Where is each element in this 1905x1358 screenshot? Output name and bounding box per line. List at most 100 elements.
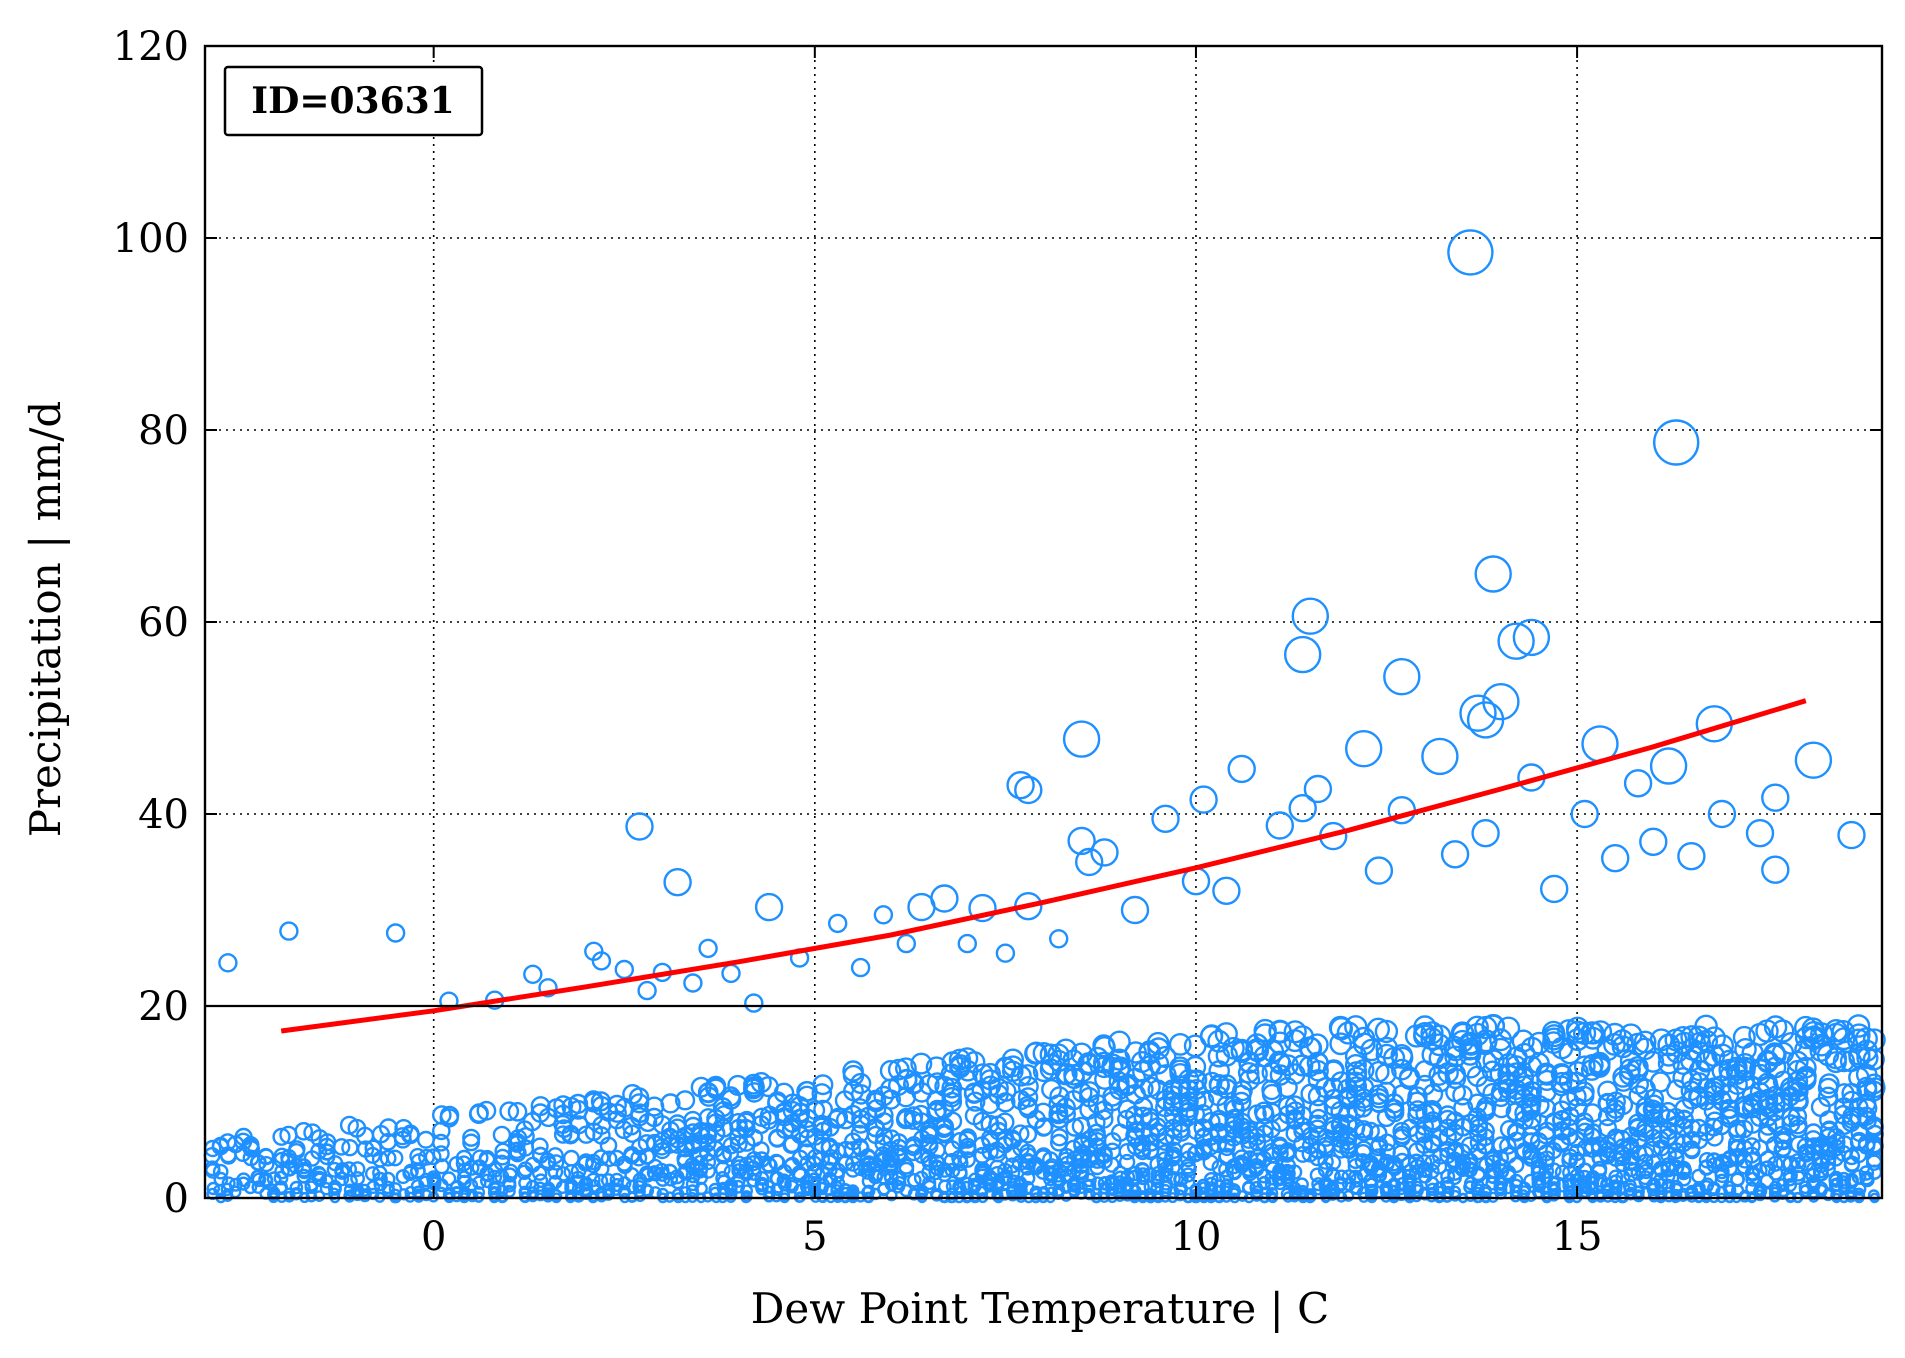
data-point [699,1153,717,1171]
data-point [1471,1183,1485,1197]
data-point [882,1159,899,1176]
data-point [1291,597,1330,635]
data-point [1474,555,1512,593]
data-point [1520,1096,1541,1117]
data-point [1837,820,1866,850]
data-point [1421,737,1459,776]
data-point [1730,1172,1745,1188]
data-point [850,1072,872,1095]
data-point [793,1183,807,1198]
data-point [890,1148,907,1166]
data-point [1657,1052,1680,1075]
data-point [995,943,1016,963]
data-point [1094,1109,1114,1129]
data-point [846,1188,860,1201]
data-point [1364,856,1394,885]
data-point [1857,1137,1876,1155]
data-point [364,1146,382,1164]
data-point [1090,838,1119,867]
data-point [654,1162,670,1179]
data-point [1120,895,1150,925]
data-point [1781,1156,1798,1173]
data-point [343,1173,358,1189]
y-tick-label: 80 [138,408,189,454]
data-point [1676,1171,1692,1187]
data-point [1067,1178,1082,1193]
data-point [1016,1064,1039,1086]
data-point [518,1175,533,1191]
data-point [1508,1156,1525,1174]
data-point [206,1181,221,1196]
data-point [471,1149,489,1167]
data-point [1600,844,1630,873]
data-point [412,1190,425,1203]
data-point [349,1161,366,1178]
data-point [629,1093,650,1114]
data-point [1168,1033,1192,1056]
data-point [754,892,784,922]
data-point [1497,622,1535,660]
data-point [1043,1171,1058,1187]
data-point [1303,774,1333,804]
data-point [972,1063,994,1085]
data-point [768,1153,785,1171]
data-point [1707,799,1737,829]
data-point [905,1143,923,1162]
data-point [546,1147,564,1165]
data-point [1675,1164,1692,1181]
data-point [1014,775,1043,805]
data-point [1280,1165,1296,1182]
data-point [883,1168,899,1184]
data-point [1588,1051,1611,1074]
data-point [754,1176,770,1191]
data-point [1081,1179,1096,1194]
data-point [1711,1043,1734,1066]
data-point [526,1189,539,1202]
data-point [1767,1165,1784,1181]
data-point [1253,1101,1274,1122]
data-point [499,1101,520,1122]
data-point [623,1124,642,1143]
data-point [409,1163,426,1180]
data-point [850,957,871,978]
data-point [212,1163,229,1180]
data-point [1803,1138,1822,1156]
data-point [1548,1188,1561,1201]
data-point [700,1163,717,1179]
data-point [1752,1162,1768,1179]
data-point [1669,1180,1684,1194]
data-point [1478,1183,1492,1198]
data-point [1794,1056,1817,1079]
data-point [1189,785,1218,814]
data-point [1308,1099,1329,1120]
data-point [555,1180,570,1194]
data-point [1622,1161,1639,1178]
fit-curve [280,698,1807,1034]
data-point [630,1149,648,1167]
data-point [280,1160,297,1177]
data-point [1112,1165,1128,1182]
data-point [1017,1087,1039,1108]
data-point [663,868,692,897]
data-point [1667,1160,1684,1177]
data-point [1050,1128,1069,1147]
data-point [1637,1153,1654,1171]
tick-labels: 0 5 10 15 0 20 40 60 80 100 120 [113,24,1603,1260]
data-point [547,1154,565,1171]
data-point [1361,1121,1380,1141]
data-point [1795,1065,1817,1088]
data-point [456,1170,472,1186]
data-point [744,993,764,1013]
data-point [1782,1178,1797,1193]
data-point [1322,1059,1345,1082]
data-point [1832,1050,1855,1073]
data-point [279,921,299,941]
data-point [1218,1161,1234,1178]
y-tick-label: 120 [113,24,189,70]
data-point [1832,1027,1856,1051]
data-point [1538,1163,1555,1179]
data-point [1820,1160,1836,1177]
data-point [1694,1014,1718,1039]
data-point [959,1151,976,1168]
data-point [1214,1022,1238,1046]
